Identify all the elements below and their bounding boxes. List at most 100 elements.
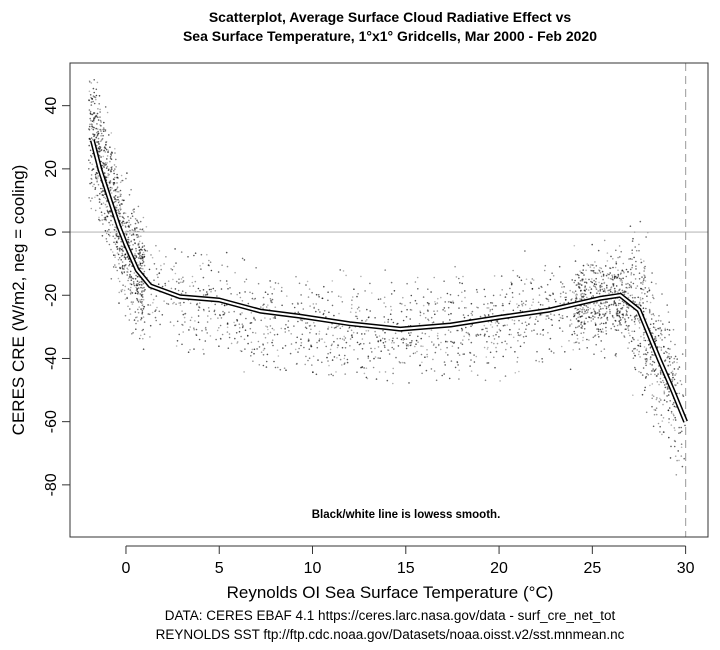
scatter-point <box>667 311 670 313</box>
scatter-point <box>562 317 564 320</box>
scatter-point <box>271 327 274 330</box>
scatter-point <box>618 299 621 301</box>
scatter-point <box>653 297 655 300</box>
scatter-point <box>100 211 103 213</box>
scatter-point <box>97 141 99 143</box>
scatter-point <box>100 121 102 123</box>
scatter-point <box>430 316 433 319</box>
scatter-point <box>317 294 320 296</box>
scatter-point <box>300 294 302 296</box>
scatter-point <box>532 301 534 304</box>
scatter-point <box>542 304 544 306</box>
scatter-point <box>115 229 117 231</box>
scatter-point <box>250 355 252 357</box>
scatter-point <box>637 344 639 347</box>
scatter-point <box>93 91 95 94</box>
scatter-point <box>152 302 154 304</box>
scatter-point <box>99 219 101 222</box>
scatter-point <box>668 352 670 355</box>
scatter-point <box>615 329 618 332</box>
scatter-point <box>114 200 117 203</box>
scatter-point <box>659 373 662 375</box>
scatter-point <box>251 297 254 300</box>
scatter-point <box>668 418 670 420</box>
scatter-point <box>105 176 107 178</box>
scatter-point <box>137 311 140 314</box>
scatter-point <box>651 383 654 385</box>
scatter-point <box>581 311 583 313</box>
scatter-point <box>160 268 162 271</box>
scatter-point <box>625 268 628 271</box>
scatter-point <box>583 322 586 324</box>
scatter-point <box>428 302 430 305</box>
scatter-point <box>663 384 666 386</box>
scatter-point <box>108 221 110 224</box>
scatter-point <box>130 286 132 289</box>
scatter-point <box>489 309 492 311</box>
scatter-point <box>636 349 638 351</box>
scatter-point <box>356 317 359 320</box>
scatter-point <box>189 348 191 351</box>
scatter-point <box>136 236 139 238</box>
scatter-point <box>458 307 460 309</box>
scatter-point <box>351 296 354 298</box>
scatter-point <box>640 287 642 290</box>
scatter-point <box>136 234 138 236</box>
scatter-point <box>650 281 653 284</box>
scatter-point <box>574 300 577 302</box>
scatter-point <box>396 323 398 325</box>
scatter-point <box>643 389 646 392</box>
scatter-point <box>250 312 253 314</box>
scatter-point <box>121 267 124 270</box>
scatter-point <box>402 337 404 340</box>
scatter-point <box>269 286 272 288</box>
scatter-point <box>419 310 421 313</box>
scatter-point <box>540 313 543 316</box>
scatter-point <box>128 194 131 196</box>
scatter-point <box>181 310 183 312</box>
scatter-point <box>664 327 666 330</box>
scatter-point <box>655 329 657 331</box>
scatter-point <box>642 288 645 291</box>
scatter-point <box>102 130 105 132</box>
scatter-point <box>195 334 198 337</box>
scatter-point <box>102 202 105 204</box>
scatter-point <box>218 327 220 329</box>
scatter-point <box>487 314 490 316</box>
scatter-point <box>101 235 104 237</box>
scatter-point <box>92 168 94 170</box>
scatter-point <box>598 309 600 311</box>
scatter-point <box>89 162 91 164</box>
scatter-point <box>471 310 474 313</box>
scatter-point <box>581 279 584 282</box>
scatter-point <box>277 282 280 285</box>
scatter-point <box>520 279 523 282</box>
scatter-point <box>651 332 653 334</box>
scatter-point <box>208 310 210 313</box>
scatter-point <box>415 343 417 346</box>
scatter-point <box>91 163 93 166</box>
scatter-point <box>390 293 393 295</box>
scatter-point <box>290 333 293 335</box>
scatter-point <box>592 264 594 266</box>
scatter-point <box>463 353 465 355</box>
scatter-point <box>614 320 617 322</box>
scatter-point <box>576 338 579 340</box>
scatter-point <box>639 220 642 223</box>
scatter-point <box>115 166 117 168</box>
scatter-point <box>437 297 439 300</box>
scatter-point <box>613 325 616 328</box>
scatter-point <box>119 206 122 208</box>
scatter-point <box>226 326 229 329</box>
scatter-point <box>590 264 592 266</box>
scatter-point <box>522 302 525 305</box>
scatter-point <box>596 327 598 330</box>
scatter-point <box>475 335 478 338</box>
scatter-point <box>492 294 495 297</box>
lowess-smooth-line <box>91 140 687 423</box>
scatter-point <box>311 291 313 294</box>
scatter-point <box>450 301 453 304</box>
scatter-point <box>134 311 137 313</box>
scatter-point <box>677 368 679 370</box>
scatter-point <box>250 341 253 344</box>
